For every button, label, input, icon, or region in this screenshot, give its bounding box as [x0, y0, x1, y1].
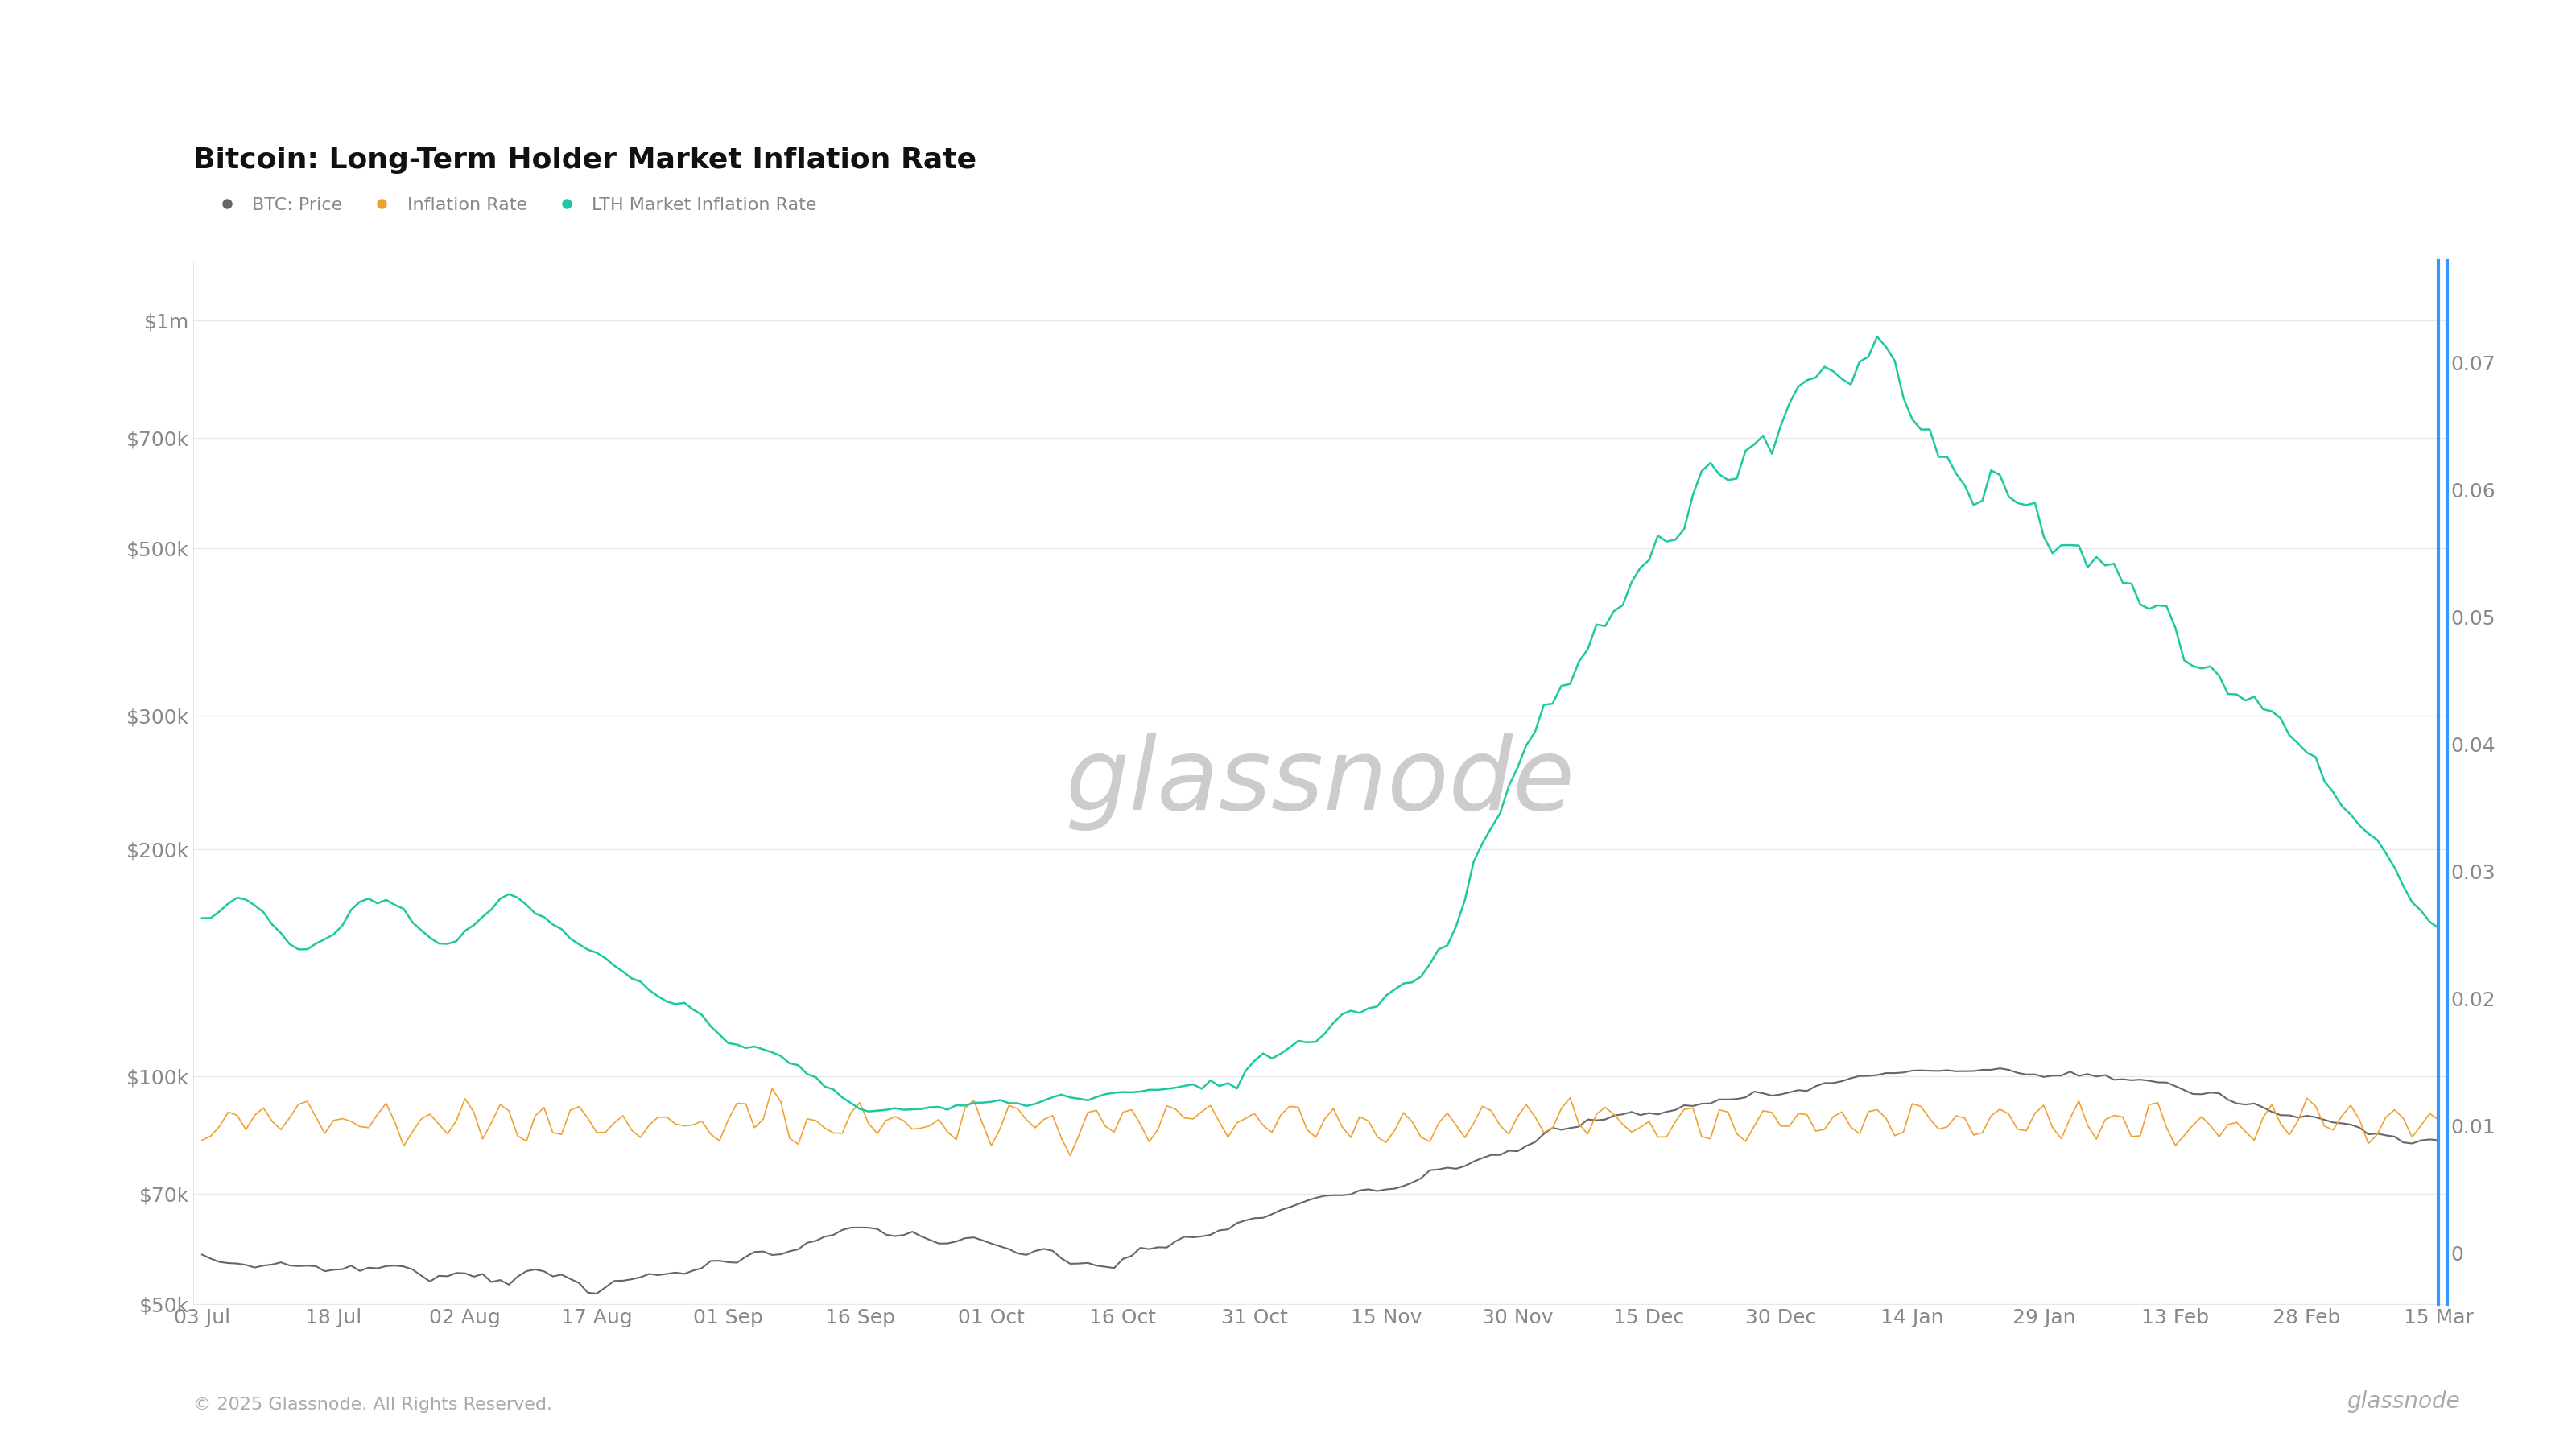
Legend: BTC: Price, Inflation Rate, LTH Market Inflation Rate: BTC: Price, Inflation Rate, LTH Market I…	[201, 190, 824, 220]
Text: Bitcoin: Long-Term Holder Market Inflation Rate: Bitcoin: Long-Term Holder Market Inflati…	[193, 146, 976, 174]
Text: glassnode: glassnode	[2347, 1390, 2460, 1413]
Text: © 2025 Glassnode. All Rights Reserved.: © 2025 Glassnode. All Rights Reserved.	[193, 1397, 551, 1413]
Text: glassnode: glassnode	[1066, 733, 1574, 832]
